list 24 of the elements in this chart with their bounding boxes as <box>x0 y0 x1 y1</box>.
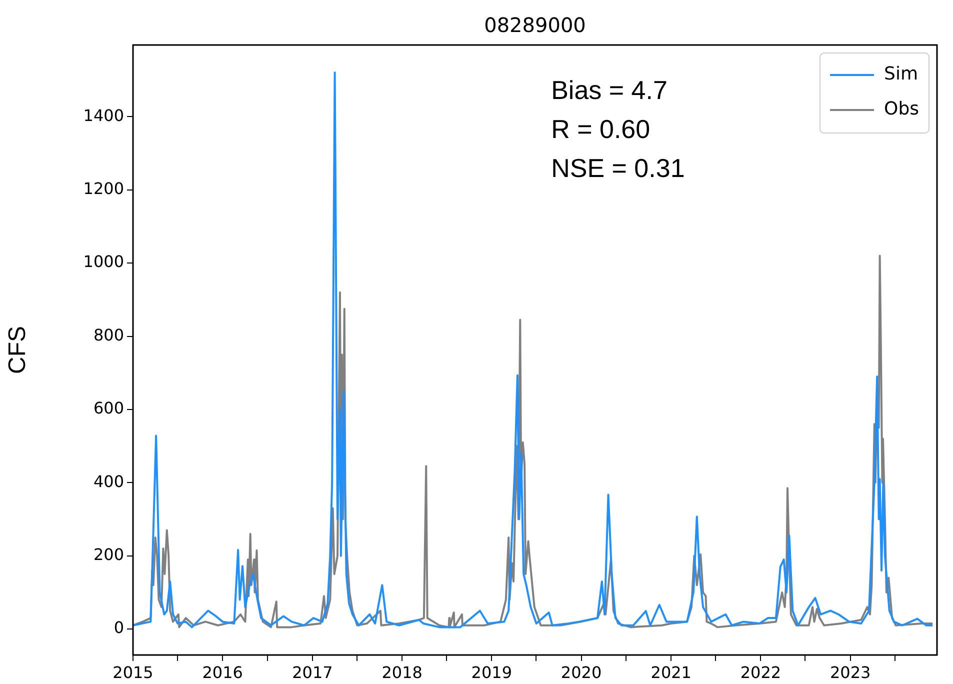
annotation: NSE = 0.31 <box>551 153 685 184</box>
y-tick-label: 1200 <box>83 179 124 198</box>
x-tick-label: 2021 <box>650 662 692 682</box>
legend-label: Obs <box>884 98 920 120</box>
y-tick-label: 1400 <box>83 106 124 125</box>
y-tick-label: 1000 <box>83 252 124 272</box>
annotation: R = 0.60 <box>551 114 650 144</box>
y-tick-label: 800 <box>93 325 124 344</box>
y-tick-label: 600 <box>93 398 124 418</box>
x-tick-label: 2019 <box>471 662 512 682</box>
x-tick-label: 2020 <box>560 662 602 682</box>
y-axis-title: CFS <box>4 326 32 374</box>
x-tick-label: 2018 <box>382 662 422 682</box>
x-tick-label: 2016 <box>202 662 243 682</box>
y-tick-label: 400 <box>93 472 124 491</box>
x-tick-label: 2017 <box>292 662 333 682</box>
x-tick-label: 2023 <box>830 662 871 682</box>
y-tick-label: 200 <box>93 544 124 564</box>
y-tick-label: 0 <box>114 618 124 638</box>
annotation: Bias = 4.7 <box>551 75 668 106</box>
legend-label: Sim <box>884 64 918 85</box>
x-tick-label: 2022 <box>740 662 782 682</box>
x-tick-label: 2015 <box>112 662 154 682</box>
chart-title: 08289000 <box>484 13 586 38</box>
